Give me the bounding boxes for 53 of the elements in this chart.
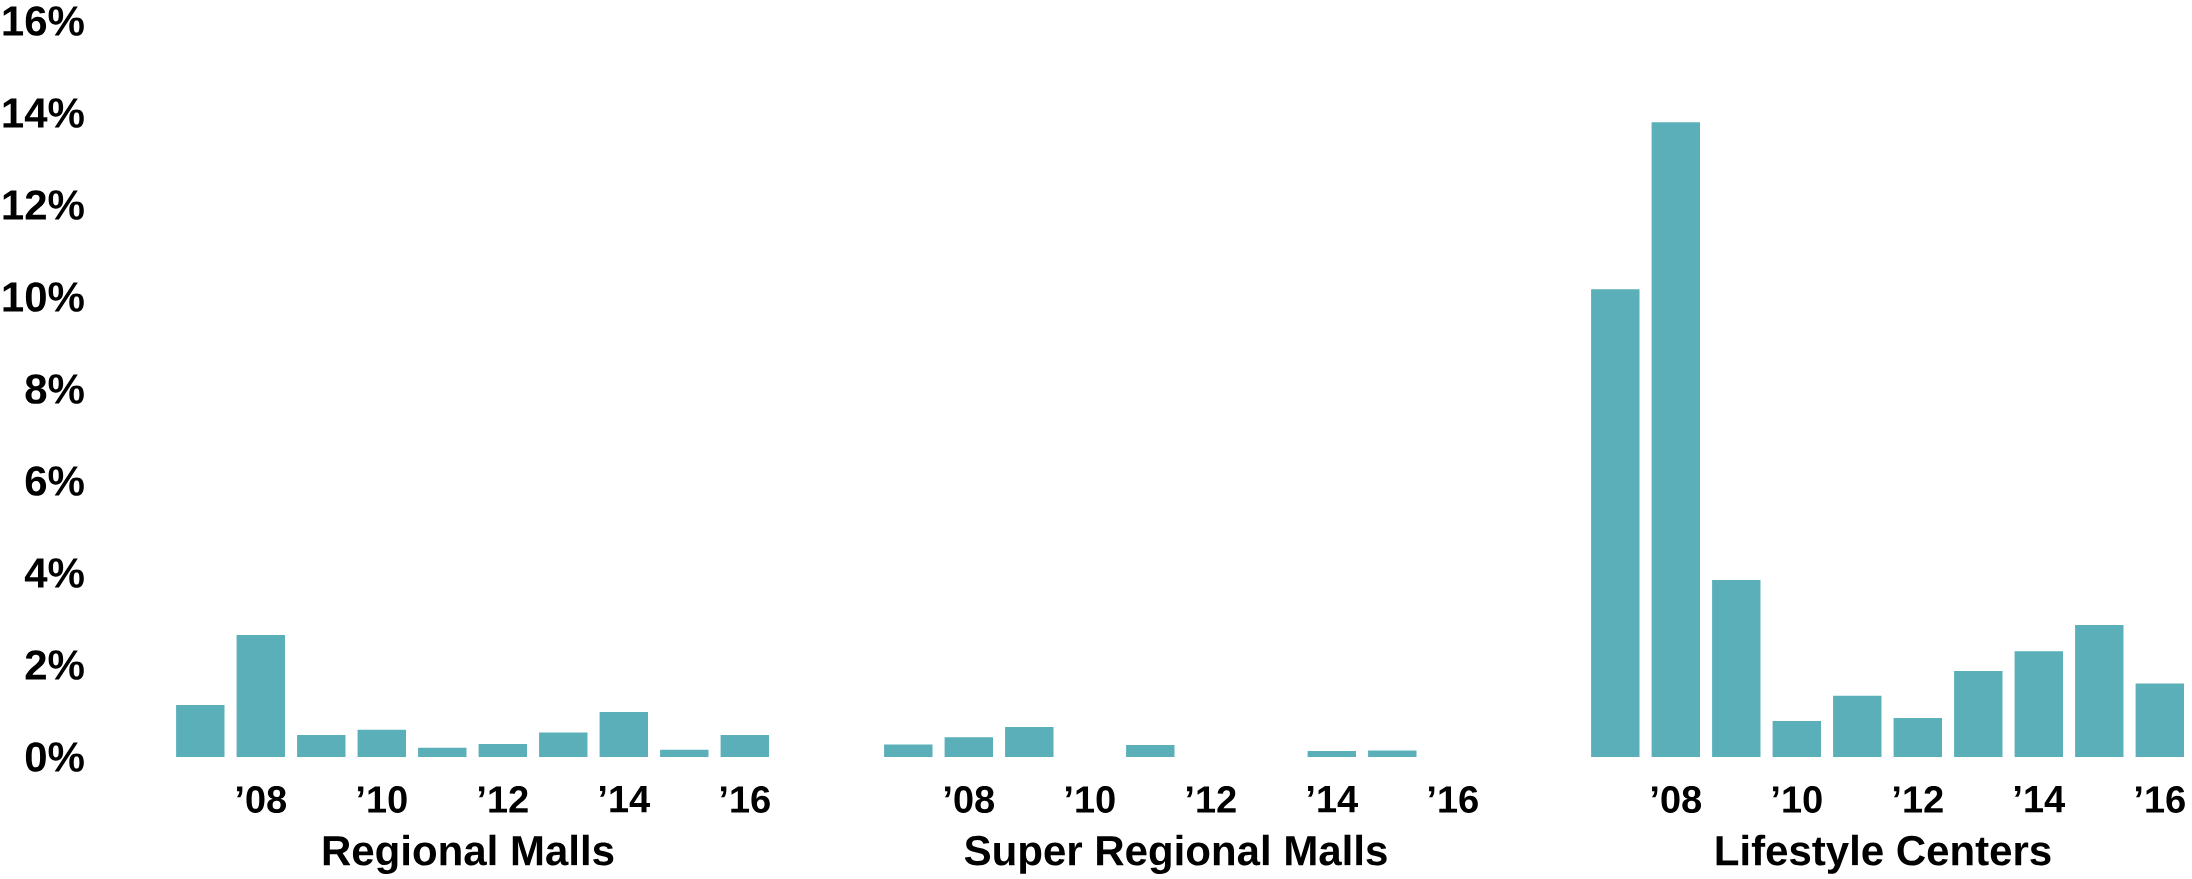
bar — [1126, 745, 1175, 757]
x-axis-title: Lifestyle Centers — [1716, 834, 2051, 874]
x-axis-title: Super Regional Malls — [964, 834, 1387, 875]
bar — [2135, 683, 2184, 757]
y-tick-label: 8% — [25, 374, 84, 404]
bar — [176, 705, 225, 757]
bar — [1893, 717, 1942, 757]
x-axis-title: Regional Malls — [323, 834, 614, 875]
y-tick-label: 2% — [25, 650, 84, 680]
bar — [539, 732, 588, 757]
bar — [357, 729, 406, 757]
bar — [478, 744, 527, 757]
bar — [1833, 695, 1882, 757]
bar — [660, 749, 709, 757]
x-tick-label: ’12 — [1893, 786, 1943, 813]
bar — [1005, 727, 1054, 757]
x-tick-label: ’16 — [1428, 786, 1478, 813]
x-tick-label: ’08 — [1651, 786, 1702, 813]
x-tick-label: ’08 — [236, 786, 287, 813]
bar — [1591, 289, 1640, 757]
x-tick-label: ’14 — [1307, 786, 1358, 813]
bar — [599, 711, 648, 757]
x-tick-label: ’16 — [2135, 786, 2185, 813]
bar — [2075, 624, 2124, 757]
bar — [236, 635, 285, 757]
bar — [1368, 750, 1417, 757]
x-tick-label: ’12 — [478, 786, 528, 813]
bar — [1712, 579, 1761, 757]
x-tick-label: ’10 — [1772, 786, 1822, 813]
bar — [1772, 721, 1822, 757]
y-tick-label: 14% — [3, 98, 84, 128]
y-tick-label: 4% — [24, 558, 84, 588]
bar — [884, 744, 933, 757]
x-tick-label: ’12 — [1186, 786, 1236, 813]
x-tick-label: ’10 — [357, 786, 407, 813]
bar — [1954, 670, 2003, 757]
bar — [944, 737, 993, 757]
y-tick-label: 10% — [3, 282, 84, 312]
bar — [297, 734, 346, 757]
y-tick-label: 0% — [25, 742, 84, 772]
x-tick-label: ’10 — [1065, 786, 1115, 813]
x-tick-label: ’16 — [720, 786, 770, 813]
bar — [2014, 651, 2063, 757]
y-tick-label: 12% — [3, 190, 84, 220]
y-tick-label: 6% — [25, 466, 84, 496]
bar — [418, 747, 467, 757]
bar — [720, 734, 769, 757]
y-tick-label: 16% — [3, 6, 84, 36]
bar — [1307, 751, 1356, 757]
x-tick-label: ’08 — [944, 786, 995, 813]
bar — [1651, 122, 1701, 757]
x-tick-label: ’14 — [2014, 786, 2065, 813]
x-tick-label: ’14 — [599, 786, 650, 813]
